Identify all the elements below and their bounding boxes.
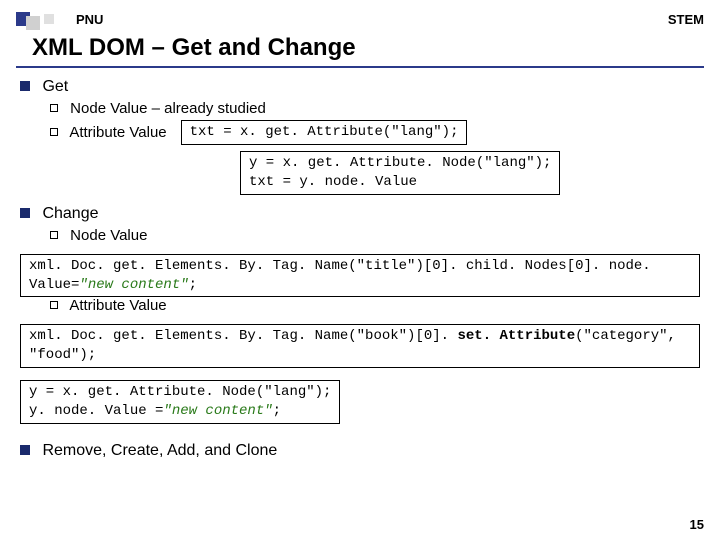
header-bar: PNU STEM <box>16 8 704 30</box>
change-node-value-code: xml. Doc. get. Elements. By. Tag. Name("… <box>20 254 700 298</box>
get-extra-code: y = x. get. Attribute. Node("lang"); txt… <box>240 151 560 195</box>
header-left-label: PNU <box>76 12 103 27</box>
get-node-value-text: Node Value – already studied <box>70 100 266 117</box>
get-attr-value-code: txt = x. get. Attribute("lang"); <box>181 120 468 145</box>
page-title: XML DOM – Get and Change <box>16 32 704 66</box>
deco-square-gray <box>26 16 40 30</box>
get-attr-value-label: Attribute Value <box>69 124 166 141</box>
section-change: Change Node Value <box>20 205 700 244</box>
header-decoration: PNU <box>16 8 103 30</box>
deco-square-light <box>44 14 54 24</box>
change-node-value-label: Node Value <box>70 227 147 244</box>
change-extra-code: y = x. get. Attribute. Node("lang"); y. … <box>20 380 340 424</box>
bullet-square-icon <box>20 445 30 455</box>
section-remove-label: Remove, Create, Add, and Clone <box>42 442 277 459</box>
change-item-attr-value: Attribute Value <box>50 297 700 314</box>
bullet-hollow-icon <box>50 128 58 136</box>
change-attr-value-code: xml. Doc. get. Elements. By. Tag. Name("… <box>20 324 700 368</box>
bullet-hollow-icon <box>50 231 58 239</box>
section-change-label: Change <box>42 205 98 222</box>
bullet-hollow-icon <box>50 104 58 112</box>
bullet-hollow-icon <box>50 301 58 309</box>
change-item-node-value: Node Value <box>50 227 700 244</box>
bullet-square-icon <box>20 208 30 218</box>
bullet-square-icon <box>20 81 30 91</box>
header-right-label: STEM <box>668 12 704 27</box>
section-get-label: Get <box>42 78 68 95</box>
get-item-node-value: Node Value – already studied <box>50 100 700 117</box>
section-remove: Remove, Create, Add, and Clone <box>20 442 700 460</box>
section-get: Get Node Value – already studied Attribu… <box>20 78 700 195</box>
change-attr-value-label: Attribute Value <box>69 297 166 314</box>
get-item-attr-value: Attribute Value txt = x. get. Attribute(… <box>50 120 700 145</box>
page-number: 15 <box>690 517 704 532</box>
